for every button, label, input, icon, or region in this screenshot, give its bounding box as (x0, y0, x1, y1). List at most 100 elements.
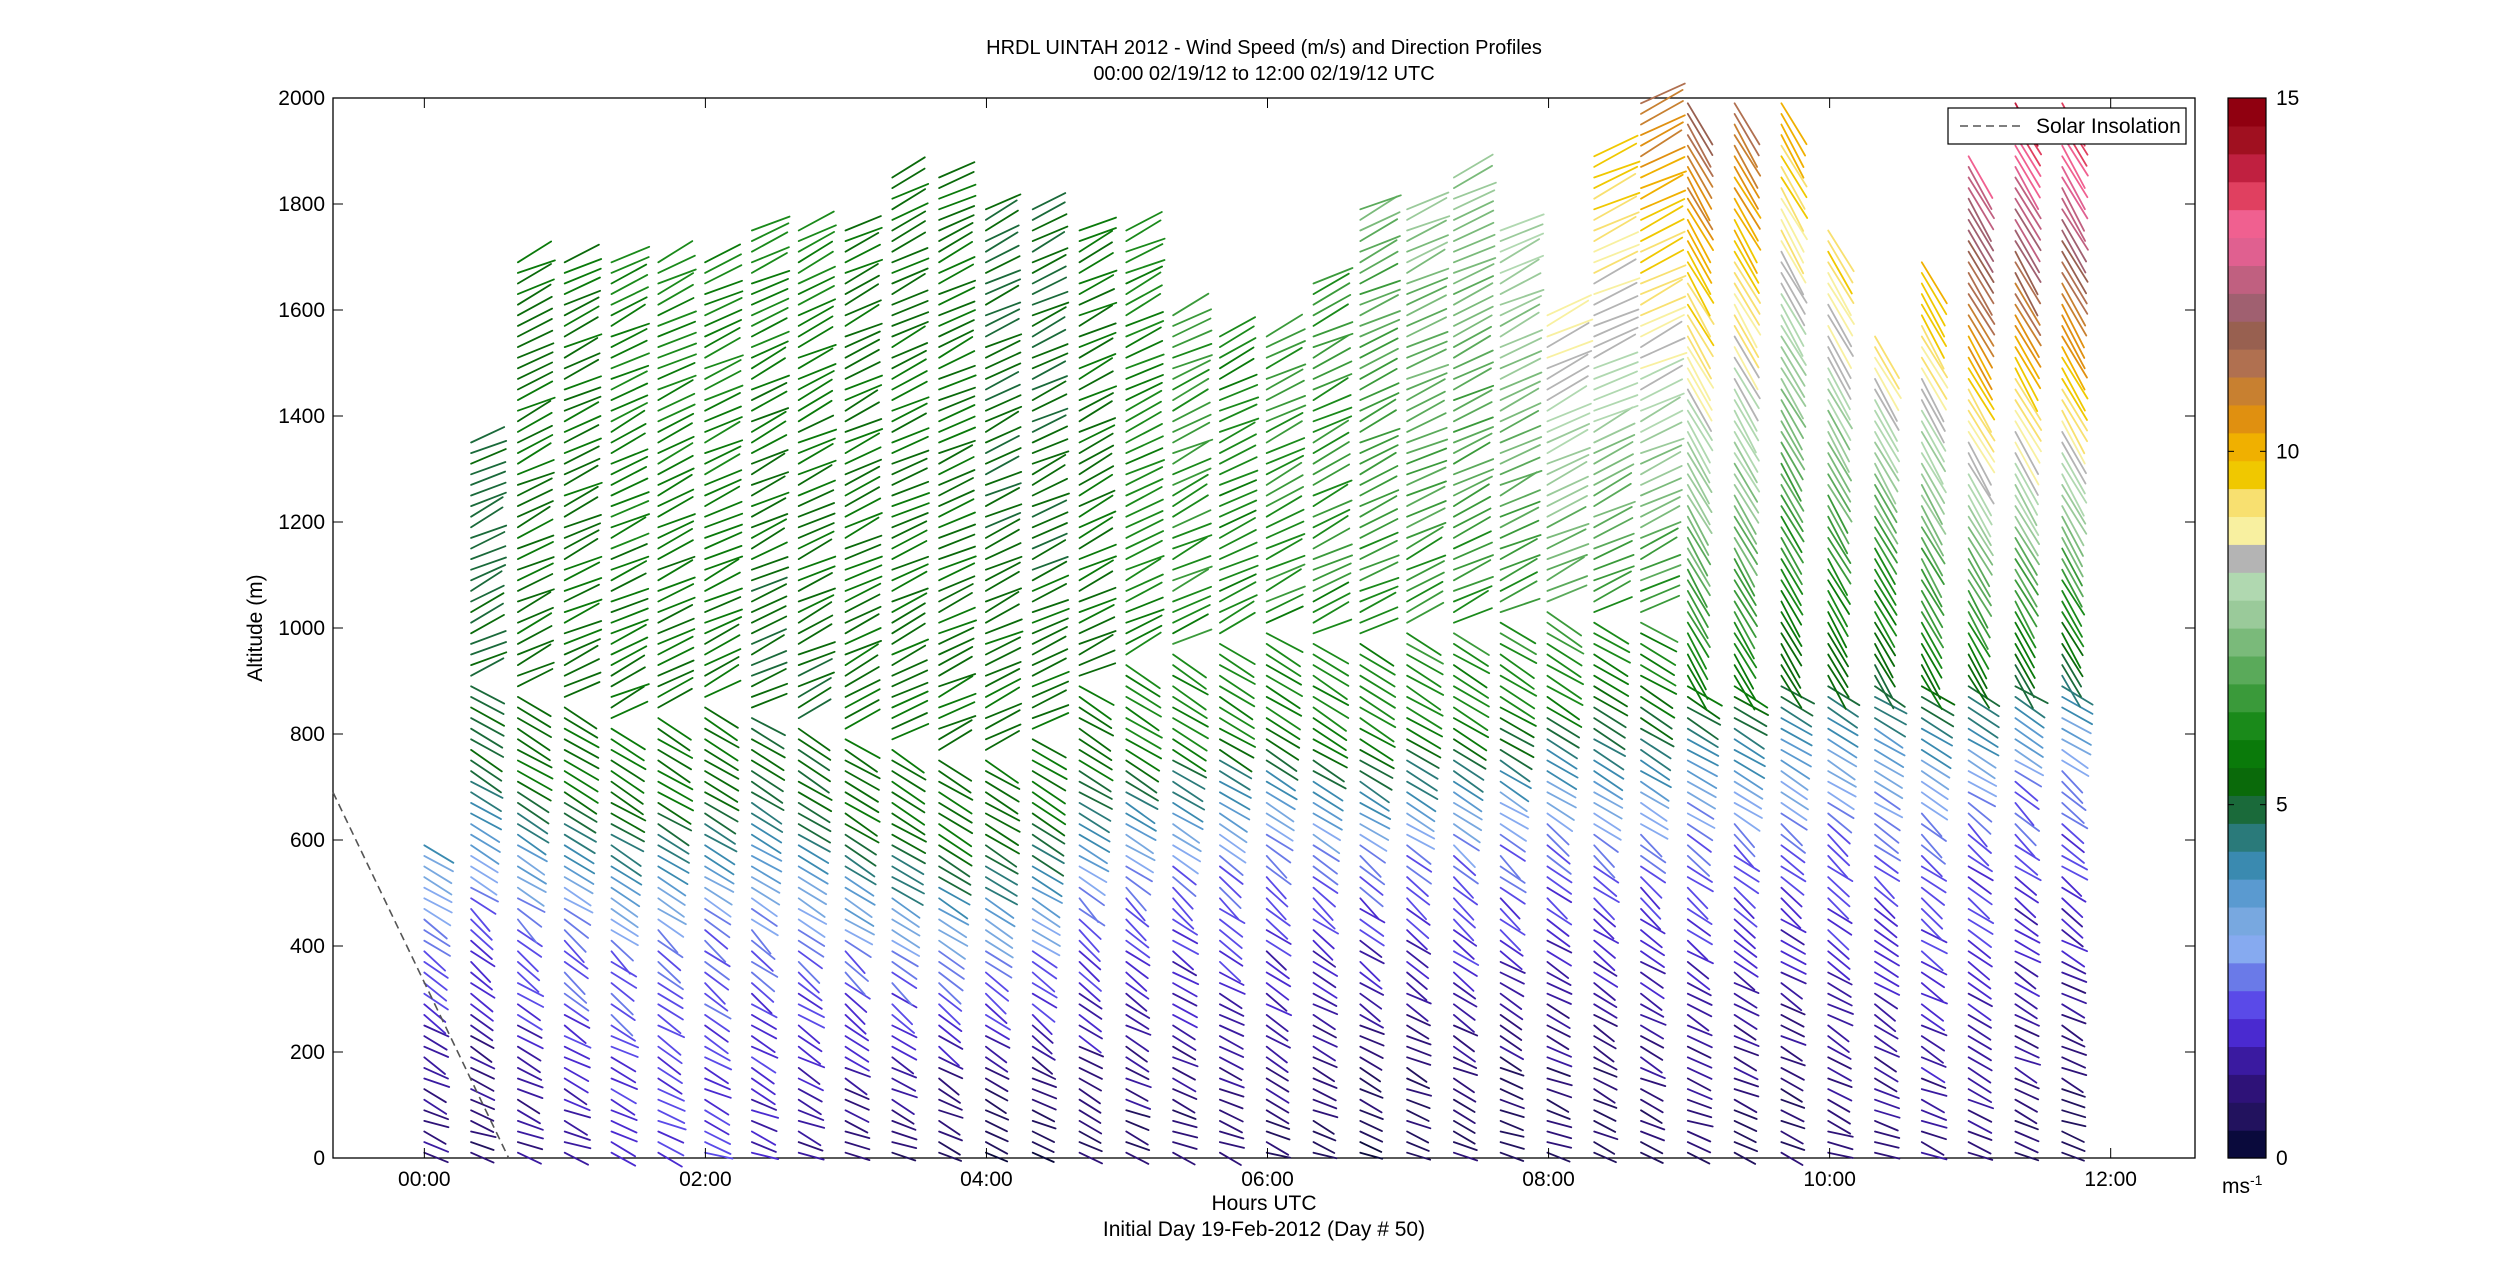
wind-barb (844, 961, 869, 982)
colorbar-segment (2228, 98, 2266, 127)
wind-barb (1546, 674, 1582, 700)
wind-barb (1359, 495, 1398, 518)
wind-barb (517, 556, 555, 571)
wind-barb (1031, 1035, 1053, 1055)
wind-barb (517, 1003, 541, 1022)
wind-barb (1499, 469, 1543, 486)
wind-barb (1125, 791, 1159, 810)
wind-barb (1453, 653, 1491, 675)
wind-barb (1920, 377, 1945, 423)
wind-barb (1827, 982, 1852, 998)
wind-barb (1406, 886, 1431, 906)
wind-barb (1031, 492, 1070, 508)
wind-barb (563, 485, 599, 508)
wind-barb (1172, 1014, 1198, 1029)
wind-barb (1265, 823, 1294, 842)
wind-barb (797, 298, 836, 317)
wind-profile-column (891, 156, 930, 1162)
wind-barb (1453, 685, 1490, 708)
wind-barb (470, 727, 504, 749)
wind-barb (1265, 770, 1296, 792)
wind-barb (1733, 759, 1766, 779)
wind-barb (2014, 537, 2038, 576)
wind-barb (1499, 288, 1545, 306)
wind-barb (1874, 462, 1897, 505)
wind-barb (517, 727, 551, 752)
wind-barb (423, 897, 453, 914)
wind-barb (517, 588, 555, 603)
wind-barb (1640, 1067, 1666, 1080)
wind-barb (2061, 293, 2088, 337)
wind-barb (1827, 293, 1854, 337)
wind-barb (751, 791, 785, 811)
wind-barb (2014, 1098, 2038, 1113)
wind-barb (1640, 738, 1672, 760)
wind-barb (1733, 579, 1758, 617)
wind-barb (844, 303, 880, 327)
wind-barb (2014, 1109, 2038, 1125)
wind-barb (1359, 591, 1397, 613)
wind-barb (844, 497, 882, 518)
wind-barb (1967, 685, 2001, 707)
wind-barb (1686, 992, 1713, 1006)
wind-barb (1406, 580, 1444, 603)
wind-barb (1640, 865, 1666, 884)
wind-barb (1031, 201, 1066, 221)
wind-barb (1733, 250, 1760, 295)
wind-barb (1219, 643, 1256, 665)
wind-barb (657, 961, 681, 984)
wind-barb (1265, 1067, 1289, 1082)
wind-barb (1453, 674, 1489, 699)
wind-barb (1406, 447, 1448, 465)
wind-barb (2061, 409, 2086, 455)
wind-barb (563, 620, 603, 635)
wind-barb (844, 231, 880, 253)
wind-barb (1593, 370, 1638, 391)
wind-barb (563, 749, 600, 770)
wind-barb (1031, 375, 1068, 391)
wind-barb (1078, 780, 1113, 800)
wind-barb (891, 156, 926, 179)
wind-barb (1499, 855, 1521, 880)
wind-barb (1733, 1045, 1759, 1057)
wind-barb (1125, 886, 1147, 912)
wind-barb (470, 738, 505, 758)
wind-barb (1546, 992, 1572, 1005)
wind-barb (704, 478, 742, 497)
wind-barb (2061, 324, 2086, 370)
wind-barb (1967, 218, 1995, 263)
wind-barb (1499, 717, 1535, 739)
wind-barb (985, 470, 1023, 486)
wind-barb (844, 929, 874, 946)
wind-barb (1780, 441, 1804, 481)
wind-barb (517, 668, 554, 688)
wind-barb (985, 512, 1022, 529)
colorbar-segment (2228, 962, 2266, 992)
wind-barb (1733, 537, 1758, 576)
wind-barb (2061, 685, 2094, 706)
wind-barb (1780, 833, 1806, 854)
wind-barb (2061, 908, 2084, 928)
wind-barb (704, 558, 740, 582)
wind-barb (1172, 759, 1207, 779)
wind-barb (938, 439, 976, 455)
wind-barb (1686, 908, 1713, 925)
wind-barb (1593, 406, 1634, 433)
wind-barb (891, 1120, 917, 1131)
wind-barb (1125, 362, 1164, 380)
wind-barb (938, 583, 974, 603)
wind-barb (938, 918, 968, 939)
wind-barb (563, 481, 603, 497)
wind-barb (563, 1109, 591, 1119)
wind-barb (657, 669, 695, 688)
wind-barb (985, 339, 1021, 359)
wind-barb (1499, 272, 1542, 296)
wind-barb (751, 215, 791, 232)
wind-barb (1733, 229, 1758, 274)
wind-barb (1640, 396, 1681, 423)
wind-barb (1031, 635, 1067, 656)
wind-barb (1078, 1045, 1104, 1058)
wind-barb (517, 823, 550, 844)
wind-barb (610, 1003, 636, 1021)
